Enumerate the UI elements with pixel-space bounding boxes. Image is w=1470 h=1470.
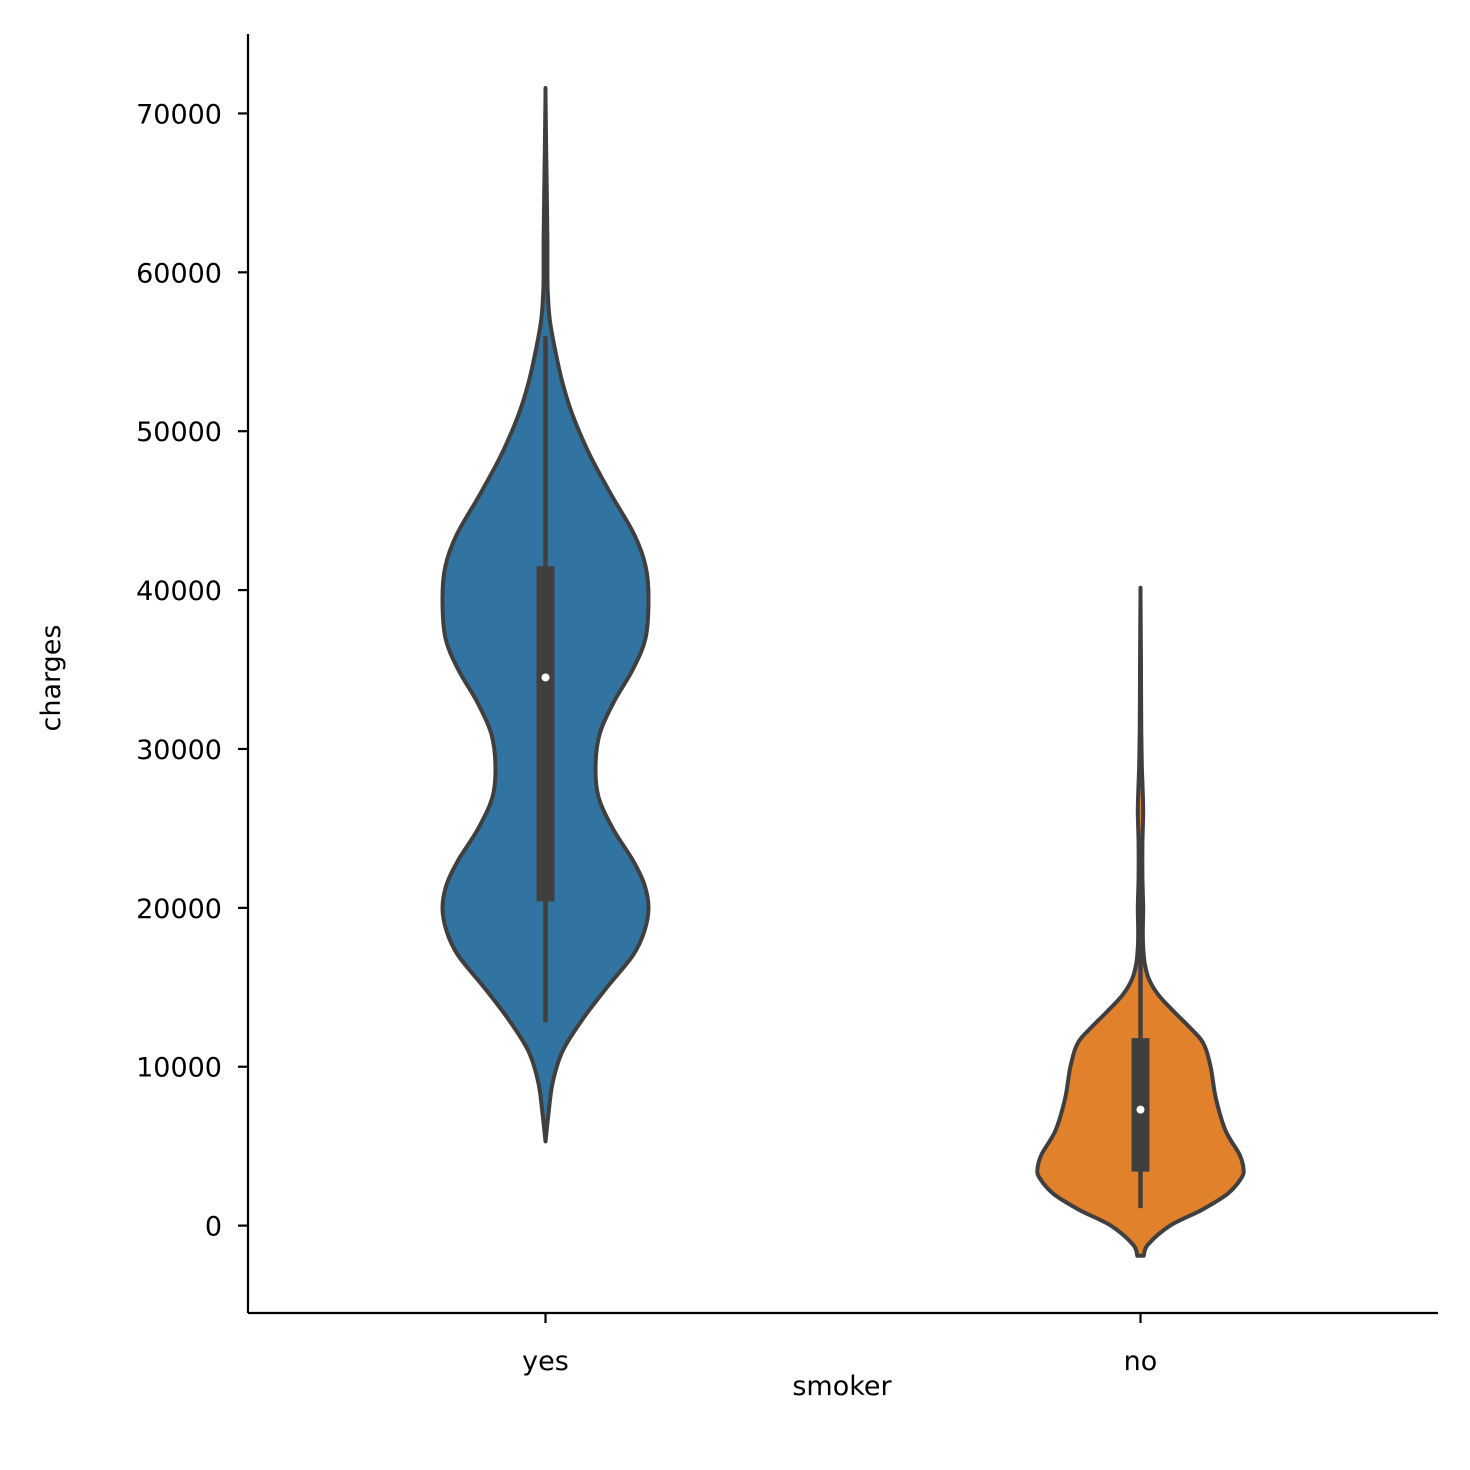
median-dot-yes — [541, 673, 550, 682]
iqr-box-no — [1131, 1038, 1150, 1172]
median-dot-no — [1136, 1105, 1145, 1114]
y-tick-label: 0 — [205, 1212, 222, 1243]
y-tick-label: 70000 — [136, 99, 222, 130]
y-tick-label: 40000 — [136, 576, 222, 607]
iqr-box-yes — [536, 566, 555, 902]
y-tick-label: 20000 — [136, 894, 222, 925]
y-axis-label: charges — [36, 625, 67, 732]
y-tick-label: 50000 — [136, 417, 222, 448]
y-tick-label: 60000 — [136, 258, 222, 289]
y-axis: 0 10000 20000 30000 40000 50000 60000 70000 — [136, 34, 250, 1313]
y-tick-label: 30000 — [136, 735, 222, 766]
x-tick-label-yes: yes — [522, 1346, 569, 1377]
x-axis-label: smoker — [792, 1371, 892, 1402]
x-axis: yes no — [248, 1311, 1438, 1377]
plot-area — [440, 86, 1246, 1258]
x-tick-label-no: no — [1124, 1346, 1158, 1377]
y-tick-label: 10000 — [136, 1053, 222, 1084]
